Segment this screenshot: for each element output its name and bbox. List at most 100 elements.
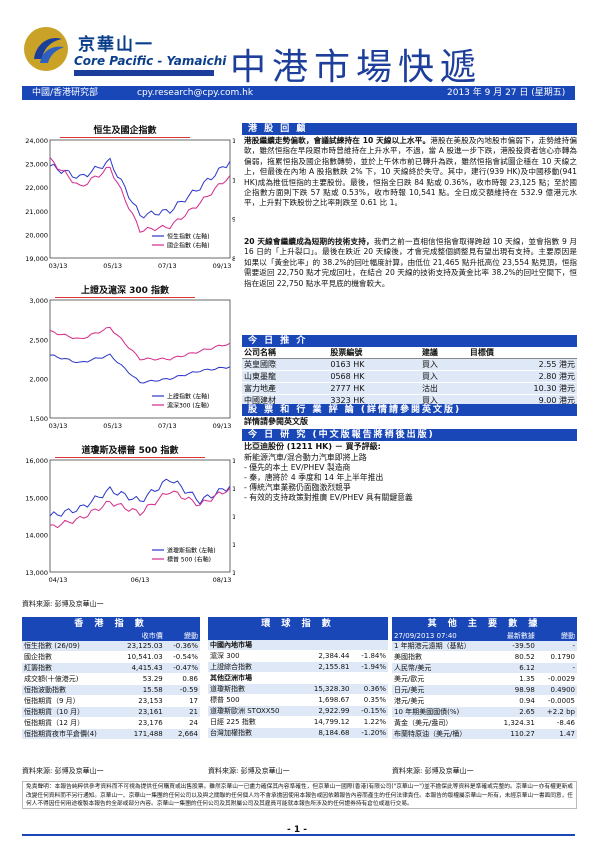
hk-index-row: 恒生指數 (26/09) 23,125.03 -0.36% — [22, 641, 200, 652]
rec-cell: 0163 HK — [328, 358, 420, 371]
y-tick-label-right: 1,500 — [232, 541, 235, 549]
other-data-cell: 布蘭特原油（美元/桶） — [392, 728, 493, 740]
other-data-table: 27/09/2013 07:40 最新數據 變動 1 年期港元遠期（基點） -39.5… — [392, 631, 577, 740]
world-header-spacer-2 — [301, 631, 352, 640]
disclaimer-text: 免責聲明：本報告純粹供參考資料而不可視為提供任何購買或出售股票。雖然京華山一已盡… — [22, 781, 577, 809]
x-tick-label: 05/13 — [103, 422, 122, 430]
other-data-cell: 0.1790 — [536, 651, 577, 663]
y-tick-label-right: 1,600 — [232, 513, 235, 521]
other-table-source: 資料來源: 彭博及京華山一 — [392, 767, 474, 775]
rec-cell: 沽出 — [419, 382, 468, 395]
world-index-cell: 道瓊斯歐洲 STOXX50 — [208, 705, 302, 717]
other-data-cell: 6.12 — [492, 662, 537, 674]
hk-index-row: 恒指期貨（9 月） 23,153 17 — [22, 695, 200, 707]
world-index-cell: 1,698.67 — [301, 694, 352, 706]
other-data-cell: 1,324.31 — [492, 717, 537, 729]
x-tick-label: 07/13 — [158, 262, 177, 270]
research-headline: 新能源汽車/混合動力汽車即將上路 — [244, 453, 367, 462]
brand-chinese-name: 京華山一 — [78, 35, 154, 55]
hk-index-cell: 成交額(十億港元) — [22, 673, 117, 685]
world-index-cell — [301, 640, 352, 651]
other-data-cell: 日元/美元 — [392, 684, 493, 696]
world-index-cell — [351, 640, 388, 651]
world-index-cell: 2,922.99 — [301, 705, 352, 717]
world-index-panel: 環 球 指 數 中國內地市場 滬深 300 2,384.44 -1.84% 上證綜合指數… — [208, 617, 388, 739]
hk-index-row: 國企指數 10,541.03 -0.54% — [22, 651, 200, 663]
other-data-row: 港元/美元 0.94 -0.0005 — [392, 695, 577, 707]
world-index-row: 日經 225 指數 14,799.12 1.22% — [208, 716, 388, 728]
review-p2-lead: 20 天線會繼續成為短期的技術支持， — [244, 237, 374, 246]
world-index-cell: 其他亞洲市場 — [208, 672, 302, 684]
review-p2-body: 我們之前一直相信恒指會取得跨越 10 天線，並會指數 9 月 16 日的「上升裂… — [244, 237, 577, 288]
world-index-cell: 1.22% — [351, 716, 388, 728]
y-tick-label-right: 1,800 — [232, 457, 235, 465]
world-header-spacer-3 — [351, 631, 388, 640]
y-tick-label-right: 10,500 — [232, 176, 235, 184]
other-data-cell: 1.47 — [536, 728, 577, 740]
hk-index-title: 香 港 指 數 — [22, 617, 200, 631]
y-tick-label-right: 9,500 — [232, 216, 235, 224]
world-index-cell: 0.36% — [351, 683, 388, 695]
other-data-cell: - — [536, 641, 577, 652]
world-index-cell: 2,384.44 — [301, 650, 352, 662]
review-p1-body: 港股在美股及內地股市偏弱下，走勢維持偏軟，雖然恒指在早段跟市時曾維持在上升水平，… — [244, 136, 577, 208]
other-data-cell: - — [536, 662, 577, 674]
y-tick-label-left: 3,000 — [29, 297, 48, 305]
series-line-2 — [49, 157, 231, 233]
section-stock-commentary: 股 票 和 行 業 評 論 (詳情請參閱英文版) — [242, 404, 577, 416]
hk-index-cell: 15.58 — [116, 684, 165, 696]
other-data-cell: 0.4900 — [536, 684, 577, 696]
research-point: - 優先的本土 EV/PHEV 製造商 — [244, 463, 351, 472]
world-index-cell: 標普 500 — [208, 694, 302, 706]
hk-header-blank — [22, 631, 117, 641]
other-data-cell: 1.35 — [492, 673, 537, 685]
hk-index-panel: 香 港 指 數 收市價 變動 恒生指數 (26/09) 23,125.03 -0.36… — [22, 617, 200, 740]
rec-cell: 英皇國際 — [242, 358, 329, 371]
department-label: 中國/香港研究部 — [32, 88, 99, 98]
email-link[interactable]: cpy.research@cpy.com.hk — [137, 88, 254, 98]
x-tick-label: 08/13 — [213, 576, 232, 584]
hk-table-source: 資料來源: 彭博及京華山一 — [22, 767, 104, 775]
chart-hsi-hscei: 24,000 23,000 22,000 21,000 20,000 19,000 11,5… — [25, 137, 235, 270]
rec-cell: 2777 HK — [328, 382, 420, 395]
rec-header-target: 目標價 — [467, 347, 577, 359]
hk-index-cell: 23,161 — [116, 706, 165, 718]
other-data-cell: 80.52 — [492, 651, 537, 663]
rec-header-rating: 建議 — [419, 347, 468, 359]
other-data-cell: -0.0005 — [536, 695, 577, 707]
hk-header-change: 變動 — [164, 631, 200, 641]
research-point: - 秦，唐將於 4 季度和 14 年上半年推出 — [244, 473, 384, 482]
rec-cell: 2.55 港元 — [467, 358, 577, 371]
other-data-row: 美國指數 80.52 0.1790 — [392, 651, 577, 663]
y-tick-label-left: 19,000 — [25, 255, 48, 263]
hk-index-cell: 恒生指數 (26/09) — [22, 641, 117, 652]
hk-index-cell: -0.36% — [164, 641, 200, 652]
world-index-cell: 台灣加權指數 — [208, 727, 302, 739]
other-data-row: 日元/美元 98.98 0.4900 — [392, 684, 577, 696]
review-paragraph-1: 港股繼續走勢偏軟，會議試練持在 10 天線以上水平。港股在美股及內地股市偏弱下，… — [244, 136, 577, 209]
world-index-cell: 上證綜合指數 — [208, 661, 302, 673]
world-table-source: 資料來源: 彭博及京華山一 — [208, 767, 290, 775]
research-company: 比亞迪股份 (1211 HK) － 買予評級: — [244, 442, 381, 451]
other-data-cell: 人民幣/美元 — [392, 662, 493, 674]
hk-index-cell: 4,415.43 — [116, 662, 165, 674]
footer-rule — [22, 834, 575, 836]
chart2-title: 上證及滬深 300 指數 — [55, 283, 195, 298]
world-index-cell: 中國內地市場 — [208, 640, 302, 651]
brand-english-name: Core Pacific - Yamaichi — [74, 54, 227, 68]
recommendation-table: 公司名稱 股票編號 建議 目標價 英皇國際 0163 HK 買入 2.55 港元 山東墨… — [242, 347, 577, 407]
y-tick-label-left: 2,500 — [29, 336, 48, 344]
x-tick-label: 03/13 — [49, 422, 68, 430]
other-data-cell: 98.98 — [492, 684, 537, 696]
series-line-1 — [49, 353, 231, 384]
x-tick-label: 04/13 — [49, 576, 68, 584]
rec-cell: 買入 — [419, 370, 468, 383]
rec-row: 英皇國際 0163 HK 買入 2.55 港元 — [242, 358, 577, 371]
y-tick-label-left: 1,500 — [29, 415, 48, 423]
hk-index-cell: 23,153 — [116, 695, 165, 707]
y-tick-label-left: 14,000 — [25, 532, 48, 540]
hk-index-row: 恒指期貨（10 月） 23,161 21 — [22, 706, 200, 718]
world-index-cell: 2,155.81 — [301, 661, 352, 673]
legend-label: 國企指數 (右軸) — [167, 242, 210, 250]
page-number: - 1 - — [287, 825, 307, 835]
